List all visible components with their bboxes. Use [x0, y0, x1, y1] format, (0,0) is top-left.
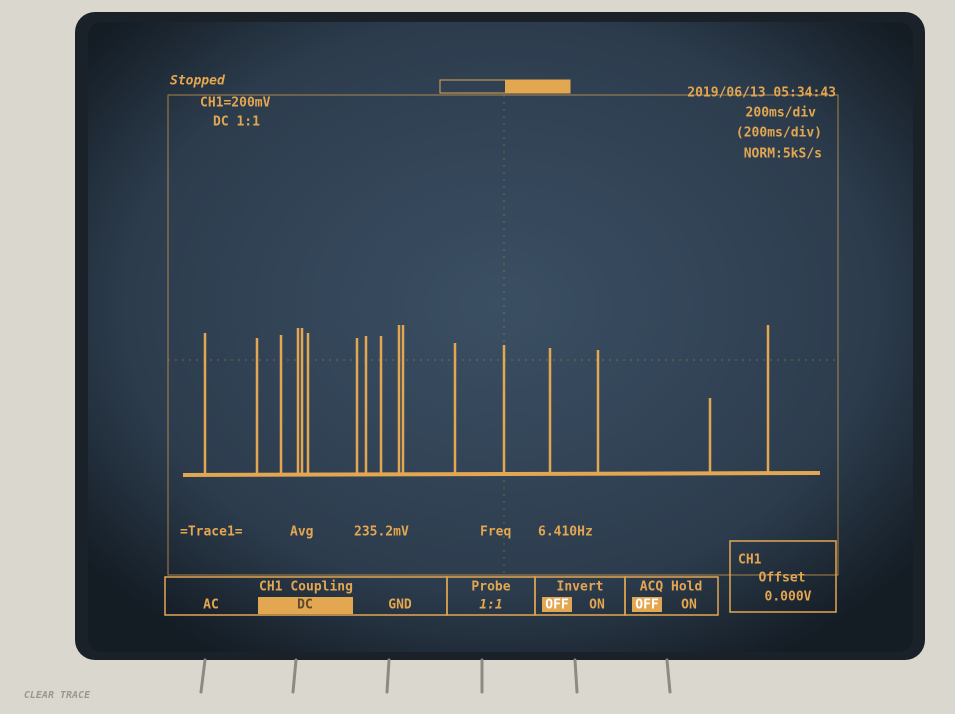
record-window — [505, 80, 570, 93]
menu-option[interactable]: AC — [203, 598, 219, 613]
channel-coupling: DC 1:1 — [213, 115, 260, 130]
timebase: 200ms/div — [746, 106, 817, 121]
menu-option[interactable]: DC — [297, 598, 313, 613]
trace-label: =Trace1= — [180, 525, 243, 540]
timestamp: 2019/06/13 05:34:43 — [687, 86, 836, 101]
menu-option[interactable]: GND — [388, 598, 412, 613]
avg-value: 235.2mV — [354, 525, 409, 540]
freq-value: 6.410Hz — [538, 525, 593, 540]
oscilloscope: Stopped CH1=200mV DC 1:1 2019/06/13 05:3… — [0, 0, 955, 714]
freq-label: Freq — [480, 525, 511, 540]
channel-scale: CH1=200mV — [200, 96, 271, 111]
avg-label: Avg — [290, 525, 313, 540]
menu-title[interactable]: Probe — [471, 580, 510, 595]
page: Stopped CH1=200mV DC 1:1 2019/06/13 05:3… — [0, 0, 955, 714]
timebase-window: (200ms/div) — [736, 126, 822, 141]
offset-title[interactable]: Offset — [759, 571, 806, 586]
menu-option[interactable]: ON — [589, 598, 605, 613]
sample-rate: NORM:5kS/s — [744, 147, 822, 162]
offset-value[interactable]: 0.000V — [765, 590, 812, 605]
clear-trace-button[interactable]: CLEAR TRACE — [24, 690, 91, 701]
menu-value[interactable]: 1:1 — [479, 598, 502, 613]
menu-title[interactable]: ACQ Hold — [640, 580, 703, 595]
menu-title[interactable]: CH1 Coupling — [259, 580, 353, 595]
menu-option[interactable]: ON — [681, 598, 697, 613]
menu-option[interactable]: OFF — [545, 598, 569, 613]
menu-option[interactable]: OFF — [635, 598, 659, 613]
offset-channel[interactable]: CH1 — [738, 553, 762, 568]
status: Stopped — [170, 74, 226, 89]
menu-title[interactable]: Invert — [557, 580, 604, 595]
